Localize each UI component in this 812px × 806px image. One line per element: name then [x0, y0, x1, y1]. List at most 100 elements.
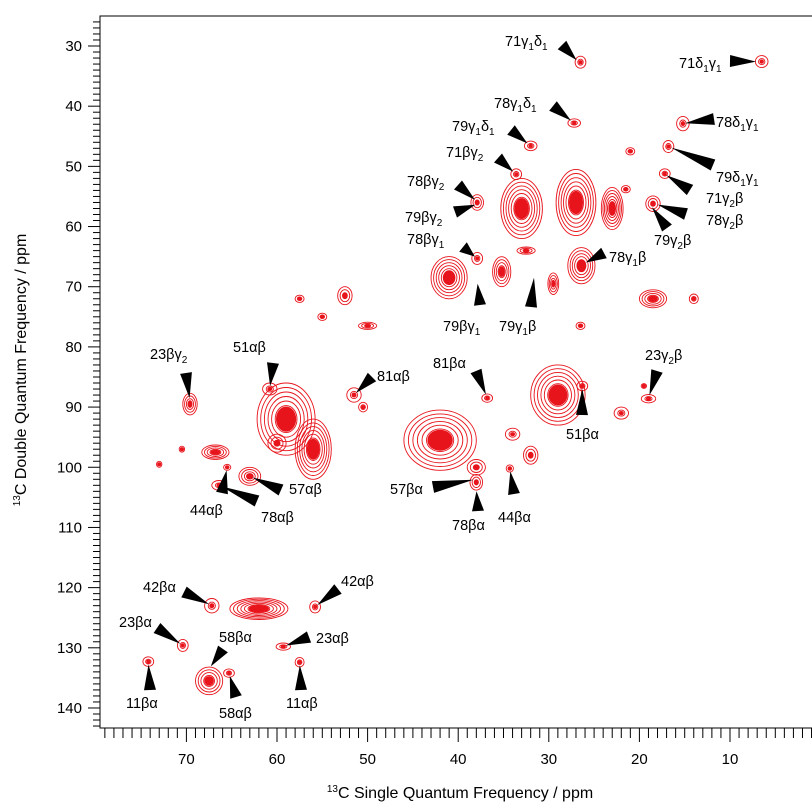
- peak-label-part: 78γ: [706, 213, 730, 229]
- peak-label: 79βγ1: [443, 319, 481, 338]
- peak-label-subscript: 1: [517, 104, 523, 115]
- contour-peak: [625, 147, 636, 156]
- peak-label: 78γ1β: [609, 250, 646, 269]
- peak-label-part: 23βγ: [150, 347, 182, 363]
- contour-core: [351, 392, 357, 398]
- contour-core: [628, 149, 633, 154]
- contour-core: [650, 201, 656, 207]
- contour-peak: [223, 463, 232, 471]
- contour-core: [662, 171, 667, 176]
- contour-ring: [238, 466, 262, 486]
- contour-core: [548, 384, 568, 406]
- contour-ring: [176, 638, 189, 652]
- peak-annotation: 78γ2β: [657, 204, 743, 232]
- contour-core: [474, 479, 479, 485]
- peak-label-part: 51αβ: [233, 340, 266, 356]
- peak-label: 79δ1γ1: [716, 170, 759, 189]
- peak-label: 78γ2β: [706, 213, 743, 232]
- contour-ring: [504, 427, 521, 441]
- peak-annotation: 57αβ: [252, 477, 322, 498]
- peak-label: 44βα: [498, 510, 531, 526]
- contour-ring: [758, 58, 766, 66]
- contour-ring: [263, 391, 309, 447]
- peak-label-subscript: 1: [475, 127, 481, 138]
- peak-label: 81αβ: [377, 369, 410, 385]
- contour-ring: [644, 396, 653, 402]
- contour-peak: [358, 401, 369, 413]
- contour-ring: [200, 672, 218, 690]
- contour-core: [618, 411, 624, 416]
- contour-peak: [309, 600, 321, 614]
- contour-ring: [481, 393, 494, 403]
- contour-ring: [513, 196, 530, 221]
- contour-ring: [547, 272, 560, 295]
- contour-ring: [305, 437, 321, 461]
- contour-ring: [435, 262, 463, 294]
- contour-peak: [662, 140, 675, 153]
- contour-ring: [360, 404, 366, 410]
- contour-ring: [508, 189, 536, 228]
- contour-ring: [412, 417, 468, 464]
- contour-core: [227, 671, 231, 676]
- peak-annotation: 71γ2β: [666, 175, 743, 210]
- peak-annotation: 23γ2β: [645, 348, 682, 396]
- contour-peak: [267, 433, 287, 453]
- contour-ring: [569, 250, 594, 282]
- pointer-wedge: [356, 372, 377, 393]
- peak-label-part: 23γ: [645, 348, 669, 364]
- pointer-wedge: [221, 486, 260, 507]
- contour-layer: [142, 55, 769, 696]
- contour-ring: [571, 253, 591, 279]
- peak-annotation: 81αβ: [356, 369, 410, 393]
- pointer-wedge: [153, 623, 181, 644]
- contour-core: [297, 660, 302, 665]
- peak-label-part: 81αβ: [377, 369, 410, 385]
- peak-label: 78αβ: [261, 510, 294, 526]
- contour-ring: [178, 445, 186, 453]
- peak-label-part: β: [674, 348, 682, 364]
- contour-ring: [309, 600, 321, 614]
- contour-core: [225, 465, 230, 470]
- contour-ring: [407, 413, 473, 467]
- peak-label: 78γ1δ1: [494, 96, 537, 115]
- contour-ring: [317, 312, 328, 321]
- contour-peak: [229, 597, 289, 620]
- contour-core: [273, 440, 281, 447]
- contour-ring: [201, 444, 230, 460]
- peak-label: 51αβ: [233, 340, 266, 356]
- contour-core: [280, 644, 286, 649]
- contour-ring: [430, 256, 468, 300]
- contour-ring: [294, 294, 305, 303]
- y-tick-label: 110: [58, 519, 82, 536]
- pointer-wedge: [557, 40, 577, 61]
- y-tick-label: 80: [65, 339, 82, 356]
- peak-label: 71βγ2: [446, 145, 484, 164]
- pointer-wedge: [576, 389, 588, 416]
- contour-core: [646, 396, 651, 401]
- pointer-wedge: [652, 207, 672, 232]
- peak-label: 23αβ: [316, 631, 349, 647]
- contour-core: [528, 452, 534, 459]
- contour-ring: [185, 398, 195, 410]
- contour-ring: [505, 185, 538, 232]
- contour-core: [248, 604, 269, 613]
- peak-label-part: 11αβ: [286, 696, 318, 712]
- contour-ring: [469, 461, 483, 473]
- peak-label-part: 23βα: [119, 615, 152, 631]
- contour-ring: [658, 168, 671, 179]
- peak-annotation: 58αβ: [219, 676, 252, 722]
- contour-ring: [223, 463, 232, 471]
- peak-label-part: 78βα: [452, 518, 485, 534]
- contour-peak: [204, 598, 220, 614]
- contour-peak: [600, 186, 624, 231]
- peak-label: 11αβ: [286, 696, 318, 712]
- contour-peak: [317, 312, 328, 321]
- contour-ring: [676, 115, 690, 132]
- contour-ring: [265, 385, 274, 393]
- contour-core: [475, 256, 480, 261]
- contour-ring: [662, 140, 675, 153]
- contour-peak: [182, 392, 198, 416]
- contour-core: [578, 323, 583, 328]
- contour-core: [498, 266, 505, 278]
- peak-label-part: δ: [481, 119, 489, 135]
